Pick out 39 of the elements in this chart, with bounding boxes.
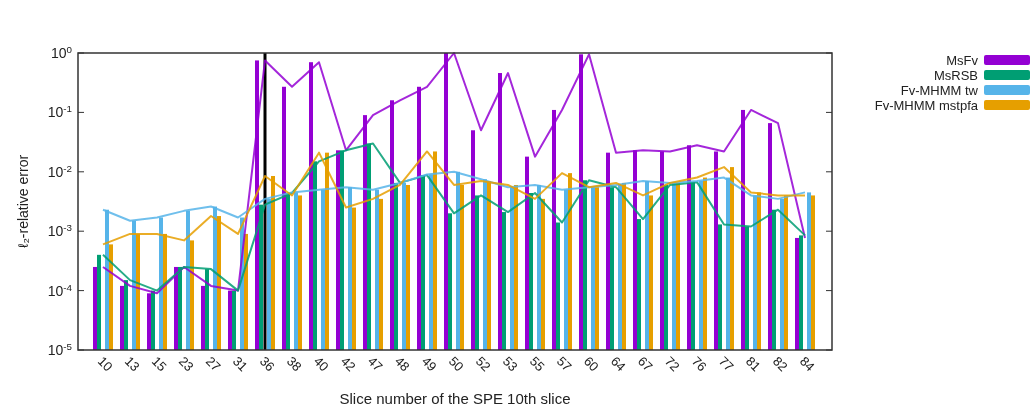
x-tick-label: 31 <box>229 353 251 375</box>
x-axis-title: Slice number of the SPE 10th slice <box>339 390 571 407</box>
y-tick-label: 10$^{-2}$ <box>47 162 72 180</box>
x-tick-label: 42 <box>337 353 359 375</box>
x-tick-label: 49 <box>418 353 440 375</box>
y-axis-title: ℓ₂-relative error <box>15 154 31 249</box>
x-tick-label: 50 <box>445 353 467 375</box>
x-tick-label: 10 <box>94 353 116 375</box>
x-tick-label: 15 <box>148 353 170 375</box>
x-tick-label: 82 <box>769 353 791 375</box>
y-tick-label: 10$^{-1}$ <box>47 102 72 121</box>
legend-label: Fv-MHMM mstpfa <box>874 98 979 113</box>
legend-label: MsFv <box>946 53 979 68</box>
x-tick-label: 55 <box>526 353 548 375</box>
y-tick-label: 10$^{-5}$ <box>47 340 73 358</box>
y-tick-label: 10$^{0}$ <box>50 43 73 61</box>
y-tick-label: 10$^{-3}$ <box>47 221 73 240</box>
x-tick-label: 40 <box>310 353 332 375</box>
x-tick-label: 48 <box>391 353 413 375</box>
x-tick-label: 13 <box>121 353 143 375</box>
x-tick-label: 76 <box>688 353 710 375</box>
x-tick-label: 72 <box>661 353 683 375</box>
x-tick-label: 23 <box>175 353 197 375</box>
x-tick-label: 47 <box>364 353 386 375</box>
x-tick-label: 64 <box>607 353 629 375</box>
legend-label: MsRSB <box>933 68 978 83</box>
x-tick-label: 57 <box>553 353 575 375</box>
legend-label: Fv-MHMM tw <box>900 83 979 98</box>
x-tick-label: 27 <box>202 353 224 375</box>
y-tick-label: 10$^{-4}$ <box>47 281 73 299</box>
x-tick-label: 84 <box>796 353 818 375</box>
x-tick-label: 52 <box>472 353 494 375</box>
x-tick-label: 38 <box>283 353 305 375</box>
x-tick-label: 53 <box>499 353 521 375</box>
x-tick-label: 36 <box>256 353 278 375</box>
x-tick-label: 77 <box>715 353 737 375</box>
x-tick-label: 60 <box>580 353 602 375</box>
x-tick-label: 67 <box>634 353 656 375</box>
x-tick-label: 81 <box>742 353 764 375</box>
